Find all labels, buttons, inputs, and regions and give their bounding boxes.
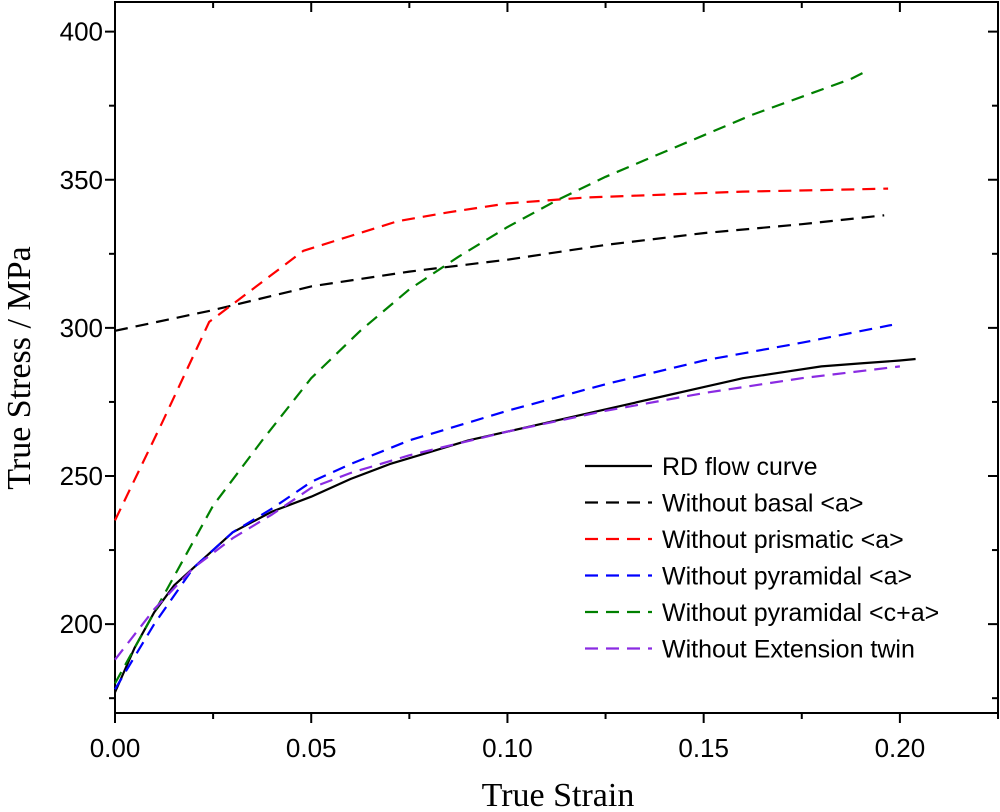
legend: RD flow curve Without basal <a> Without pr…	[585, 453, 939, 664]
legend-label-1: RD flow curve	[662, 453, 818, 481]
series-line-2	[114, 214, 885, 332]
x-axis: 0.00 0.05 0.10 0.15 0.20	[90, 2, 999, 763]
x-tick-label: 0.05	[286, 733, 337, 763]
plot-border	[114, 1, 999, 714]
series-line-4	[114, 323, 893, 690]
legend-label-2: Without basal <a>	[662, 490, 864, 518]
y-axis-title: True Stress / MPa	[1, 246, 38, 489]
x-axis-title: True Strain	[482, 777, 635, 812]
legend-label-3: Without prismatic <a>	[662, 526, 904, 554]
series-line-6	[114, 365, 901, 661]
series-line-3	[114, 187, 889, 521]
y-tick-label: 250	[60, 461, 103, 491]
y-tick-label: 200	[60, 609, 103, 639]
legend-label-6: Without Extension twin	[662, 636, 915, 664]
series-layer	[113, 69, 916, 693]
y-axis: 200 250 300 350 400	[60, 17, 998, 700]
y-tick-label: 350	[60, 165, 103, 195]
legend-label-5: Without pyramidal <c+a>	[662, 599, 939, 627]
x-tick-label: 0.20	[875, 733, 926, 763]
legend-label-4: Without pyramidal <a>	[662, 563, 912, 591]
x-tick-label: 0.00	[90, 733, 141, 763]
plot-frame	[114, 1, 999, 714]
series-line-5	[114, 69, 869, 684]
y-tick-label: 400	[60, 17, 103, 47]
x-tick-label: 0.10	[482, 733, 533, 763]
x-tick-label: 0.15	[678, 733, 729, 763]
y-tick-label: 300	[60, 313, 103, 343]
